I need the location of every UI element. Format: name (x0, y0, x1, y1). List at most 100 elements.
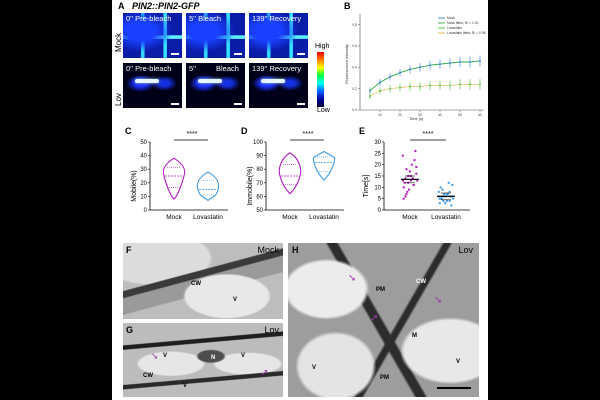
data-point (479, 60, 481, 62)
label-v: V (241, 353, 246, 359)
scatter-point (405, 193, 408, 196)
panel-d-letter: D (241, 126, 248, 136)
arrow-icon: ➘ (348, 273, 357, 284)
label-pm: PM (376, 287, 385, 293)
scatter-point (402, 197, 405, 200)
scatter-point (448, 199, 451, 202)
scatter-point (410, 163, 413, 166)
scatter-point (413, 159, 416, 162)
data-point (459, 61, 461, 63)
scatter-point (414, 150, 417, 153)
scatter-point (409, 170, 411, 173)
label-pm: PM (380, 375, 389, 381)
panel-e-letter: E (359, 126, 366, 136)
label-v: V (233, 297, 238, 303)
label-n: N (211, 355, 216, 361)
label-cw: CW (416, 279, 426, 285)
y-tick-label: 15 (374, 174, 381, 180)
data-point (399, 86, 401, 89)
scatter-point (451, 184, 454, 187)
x-tick-label: 40 (438, 113, 442, 117)
scatter-point (441, 188, 444, 191)
panel-f-condition: Mock (257, 245, 279, 255)
scale-bar (437, 387, 471, 389)
scatter-point (401, 154, 404, 157)
data-point (389, 87, 391, 90)
data-point (379, 89, 381, 92)
colorbar-low-label: Low (317, 107, 330, 114)
y-tick-label: 30 (374, 140, 381, 146)
scatter-point (405, 168, 408, 171)
data-point (369, 95, 371, 98)
panel-e-ylabel: Time[s] (363, 175, 370, 198)
data-point (449, 62, 451, 64)
y-tick-label: 40 (140, 154, 147, 160)
data-point (409, 68, 411, 71)
x-tick-label: 30 (418, 113, 422, 117)
micrograph-lov-bleach: 5'' Bleach (185, 62, 246, 109)
panel-e-chart: Time[s] **** 0 5 10 15 20 25 30 Mock Lovastatin (363, 131, 470, 221)
scatter-point (445, 199, 448, 202)
scatter-point (409, 179, 412, 182)
scatter-point (403, 181, 406, 184)
panel-c-letter: C (125, 126, 132, 136)
micrograph-mock-prebleach: 0'' Pre-bleach (122, 12, 183, 59)
y-tick-label: 20 (374, 163, 381, 169)
series-fit-line (369, 83, 480, 97)
violin-shape (312, 150, 336, 181)
scatter-point (452, 197, 455, 200)
frame-label: 5'' (189, 64, 197, 73)
panel-f-letter: F (126, 245, 132, 255)
em-panel-g: G Lov CW V N V V ➘ ➚ (122, 322, 284, 398)
frame-label: 139'' Recovery (252, 64, 302, 73)
scatter-point (443, 193, 446, 196)
label-m: M (412, 333, 417, 339)
panel-d-chart: Immobile(%) **** 50 60 70 80 90 100 Mock Lovast… (247, 131, 344, 221)
data-point (469, 61, 471, 63)
data-point (439, 84, 441, 87)
colorbar (317, 52, 324, 107)
x-tick-label: 10 (378, 113, 382, 117)
y-tick-label: 0 (144, 208, 148, 214)
legend-entry: Mock (447, 16, 455, 20)
violin-shape (278, 152, 302, 195)
panel-e-sig: **** (423, 131, 434, 138)
series-fit-line (369, 60, 481, 92)
panel-c-chart: Mobile(%) **** 0 10 20 30 40 50 Mock Lovastatin (131, 131, 228, 221)
y-tick-label: 5 (378, 197, 382, 203)
x-tick-label: 20 (398, 113, 402, 117)
scatter-point (411, 177, 414, 180)
y-tick-label: 100 (253, 140, 264, 146)
panel-b-letter: B (344, 1, 351, 11)
scatter-point (438, 197, 441, 200)
y-tick-label: 10 (374, 185, 381, 191)
scatter-point (450, 204, 453, 207)
x-tick-label: Mock (166, 214, 182, 221)
micrograph-mock-bleach: 5'' Bleach (185, 12, 246, 59)
scatter-point (445, 193, 448, 196)
legend-entry: Mock fitted, R² = 1.00 (447, 21, 479, 25)
x-tick-label: 60 (478, 113, 482, 117)
y-tick-label: 50 (140, 140, 147, 146)
label-v: V (183, 383, 188, 389)
y-tick-label: 20 (140, 181, 147, 187)
panel-c-ylabel: Mobile(%) (131, 170, 138, 202)
scatter-point (438, 202, 441, 205)
y-tick-label: 10 (140, 194, 147, 200)
y-tick-label: 0 (378, 208, 382, 214)
violin-shape (196, 171, 220, 202)
em-panel-h: H Lov PM CW M PM V V ➘ ➚ ➘ (287, 242, 480, 398)
colorbar-high-label: High (315, 43, 330, 50)
data-point (379, 81, 381, 84)
panel-g-letter: G (126, 325, 134, 335)
y-tick-label: 0.4 (352, 66, 357, 70)
x-tick-label: Lovastatin (309, 214, 339, 221)
micrograph-mock-recovery: 139'' Recovery (248, 12, 309, 59)
arrow-icon: ➘ (434, 295, 443, 306)
panel-b-chart: Fluorescence intensity Time [s] MockMock… (344, 14, 486, 121)
data-point (419, 85, 421, 88)
x-tick-label: Lovastatin (431, 214, 461, 221)
scatter-point (415, 172, 418, 175)
x-tick-label: Mock (402, 214, 418, 221)
